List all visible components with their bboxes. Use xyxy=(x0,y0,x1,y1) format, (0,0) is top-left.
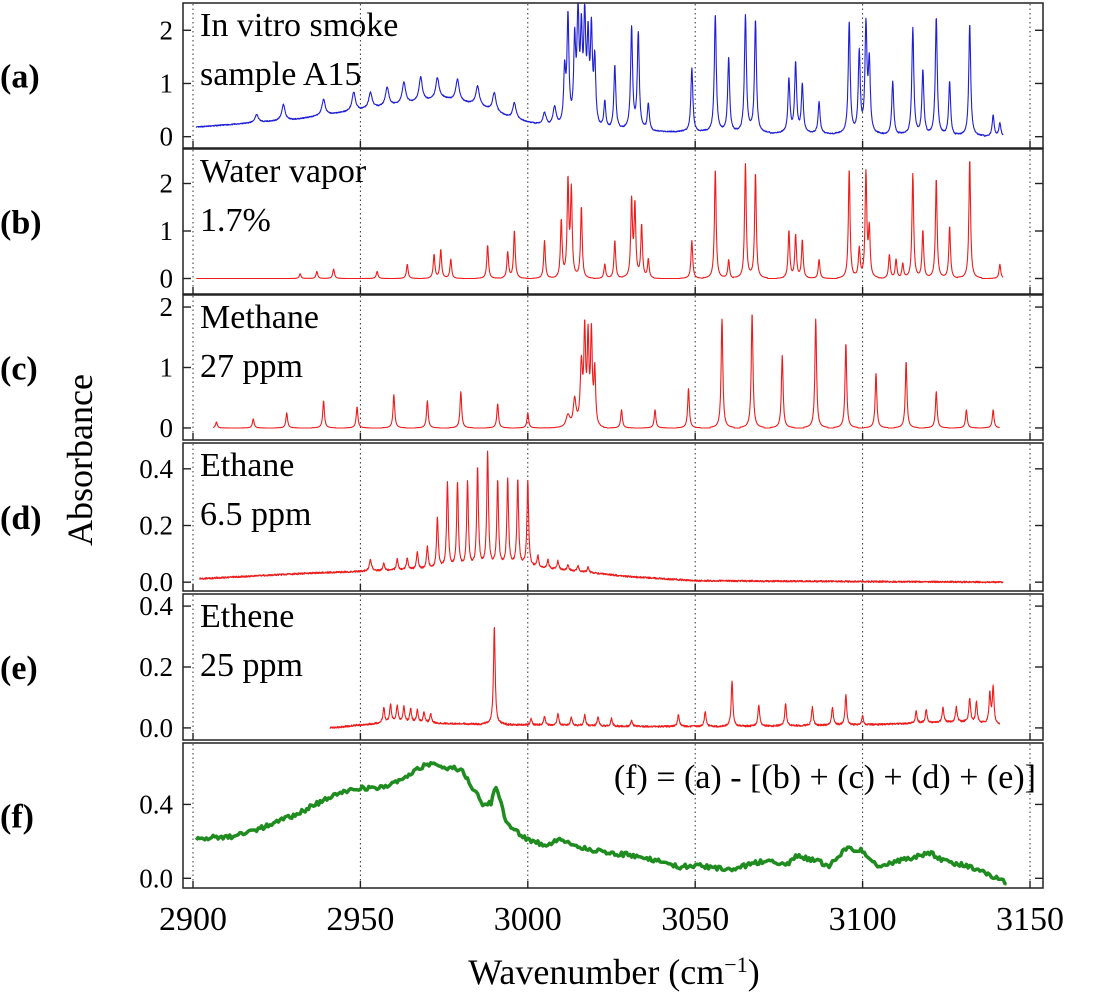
panel-a-label: sample A15 xyxy=(200,56,361,93)
panel-c-spectrum xyxy=(212,314,1001,429)
panel-a: 0 1 2 (a) In vitro smoke sample A15 xyxy=(0,2,1044,152)
panel-a-letter: (a) xyxy=(0,59,40,96)
x-tick-label: 3000 xyxy=(494,901,562,938)
x-tick-label: 2900 xyxy=(159,901,227,938)
panel-f-ytick-label: 0.0 xyxy=(139,863,173,893)
panel-c: 0 1 2 (c) Methane 27 ppm xyxy=(0,292,1044,443)
panel-e-ytick-label: 0.2 xyxy=(139,652,173,682)
panel-b-frame xyxy=(182,148,1044,295)
panel-f-frame xyxy=(182,742,1044,889)
panel-e-frame xyxy=(182,593,1044,741)
panel-a-ytick-label: 1 xyxy=(160,68,174,98)
panel-d-frame xyxy=(182,442,1044,592)
x-axis-title-text: Wavenumber (cm xyxy=(468,952,724,992)
panels-layer: 0 1 2 (a) In vitro smoke sample A15 0 1 2 (b) Wate… xyxy=(0,2,1044,893)
panel-a-ytick-label: 0 xyxy=(160,122,174,152)
panel-e-spectrum xyxy=(329,627,1001,729)
panel-d-label: 6.5 ppm xyxy=(200,496,311,533)
panel-a-label: In vitro smoke xyxy=(200,7,398,44)
panel-c-label: 27 ppm xyxy=(200,348,303,385)
panel-b-ytick-label: 1 xyxy=(160,216,174,246)
panel-f-letter: (f) xyxy=(0,799,34,836)
x-tick-label: 3100 xyxy=(829,901,897,938)
panel-c-letter: (c) xyxy=(0,351,38,388)
panel-b: 0 1 2 (b) Water vapor 1.7% xyxy=(0,148,1044,295)
panel-f: 0.0 0.4 (f) (f) = (a) - [(b) + (c) + (d) + … xyxy=(0,742,1044,893)
panel-d-label: Ethane xyxy=(200,447,294,484)
panel-f-formula: (f) = (a) - [(b) + (c) + (d) + (e)] xyxy=(614,759,1036,796)
panel-c-label: Methane xyxy=(200,299,319,336)
panel-e-ytick-label: 0.0 xyxy=(139,713,173,743)
panel-e: 0.0 0.2 0.4 (e) Ethene 25 ppm xyxy=(0,591,1044,743)
panel-b-spectrum xyxy=(196,161,1004,280)
panel-b-ytick-label: 2 xyxy=(160,169,174,199)
panel-e-label: Ethene xyxy=(200,598,294,635)
x-axis-title-sup: −1 xyxy=(724,952,747,977)
panel-d: 0.0 0.2 0.4 (d) Ethane 6.5 ppm xyxy=(0,442,1044,597)
panel-b-label: 1.7% xyxy=(200,202,271,239)
panel-d-ytick-label: 0.2 xyxy=(139,511,173,541)
panel-c-ytick-label: 0 xyxy=(160,413,174,443)
y-axis-title: Absorbance xyxy=(60,374,100,546)
x-axis-title-close: ) xyxy=(748,952,760,992)
x-tick-label: 3150 xyxy=(996,901,1064,938)
panel-a-frame xyxy=(182,2,1044,149)
panel-d-spectrum xyxy=(199,450,1004,584)
panel-e-letter: (e) xyxy=(0,650,38,687)
panel-d-ytick-label: 0.0 xyxy=(139,567,173,597)
x-tick-label: 3050 xyxy=(661,901,729,938)
x-axis: 2900 2950 3000 3050 3100 3150 xyxy=(159,901,1064,938)
panel-c-ytick-label: 1 xyxy=(160,353,174,383)
panel-e-label: 25 ppm xyxy=(200,647,303,684)
panel-b-letter: (b) xyxy=(0,205,42,242)
panel-c-ytick-label: 2 xyxy=(160,292,174,322)
x-tick-label: 2950 xyxy=(326,901,394,938)
panel-b-label: Water vapor xyxy=(200,153,367,190)
panel-e-ytick-label: 0.4 xyxy=(139,591,173,621)
panel-a-ytick-label: 2 xyxy=(160,15,174,45)
panel-d-ytick-label: 0.4 xyxy=(139,454,173,484)
panel-f-ytick-label: 0.4 xyxy=(139,789,173,819)
panel-b-ytick-label: 0 xyxy=(160,264,174,294)
panel-d-letter: (d) xyxy=(0,500,42,537)
panel-a-spectrum xyxy=(195,3,1004,137)
x-axis-title: Wavenumber (cm−1) xyxy=(468,952,759,993)
panel-f-spectrum xyxy=(194,761,1007,886)
